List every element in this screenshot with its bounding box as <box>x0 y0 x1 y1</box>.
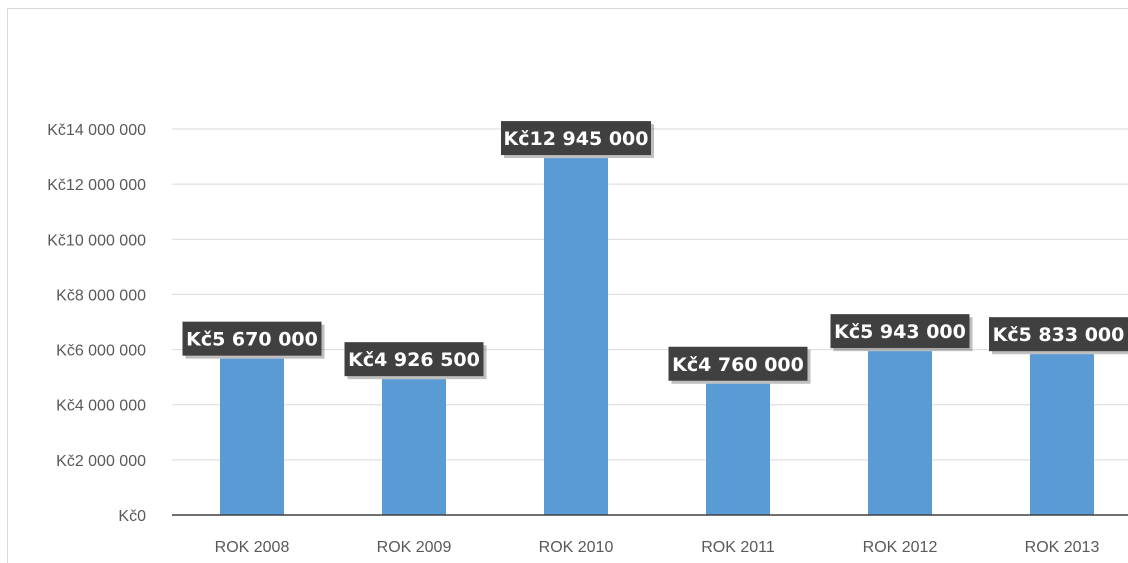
data-label-text: Kč5 833 000 <box>993 324 1125 346</box>
bar <box>868 351 932 515</box>
data-label-box <box>668 346 808 381</box>
bar <box>220 358 284 515</box>
x-tick-label: ROK 2011 <box>701 539 775 556</box>
data-labels: Kč5 670 000 Kč4 926 500 Kč12 945 000 Kč4 76… <box>182 121 1128 384</box>
data-label-box <box>830 314 970 349</box>
chart-frame <box>7 8 1128 563</box>
data-label: Kč4 926 500 <box>344 342 487 380</box>
data-label-text: Kč4 760 000 <box>672 354 804 376</box>
data-label: Kč12 945 000 <box>501 121 654 159</box>
y-tick-label: Kč12 000 000 <box>47 177 146 194</box>
data-label-text: Kč12 945 000 <box>504 128 649 150</box>
y-tick-label: Kč6 000 000 <box>56 343 146 360</box>
data-label-box <box>182 321 322 356</box>
data-label: Kč4 760 000 <box>668 346 811 384</box>
y-tick-label: Kč8 000 000 <box>56 287 146 304</box>
data-label: Kč5 833 000 <box>989 317 1128 355</box>
x-tick-label: ROK 2008 <box>215 539 290 556</box>
x-axis-ticks: ROK 2008 ROK 2009 ROK 2010 ROK 2011 ROK 2012… <box>215 539 1100 556</box>
x-tick-label: ROK 2012 <box>863 539 938 556</box>
bars <box>220 158 1094 515</box>
y-tick-label: Kč14 000 000 <box>47 122 146 139</box>
y-tick-label: Kč4 000 000 <box>56 398 146 415</box>
bar <box>706 383 770 515</box>
data-label-box <box>989 317 1128 352</box>
bar <box>1030 354 1094 515</box>
x-tick-label: ROK 2009 <box>377 539 452 556</box>
bar <box>544 158 608 515</box>
x-tick-label: ROK 2010 <box>539 539 614 556</box>
y-axis-ticks: Kč0 Kč2 000 000 Kč4 000 000 Kč6 000 000 Kč8 … <box>47 122 146 525</box>
data-label-text: Kč4 926 500 <box>348 349 480 371</box>
gridlines <box>172 128 1128 461</box>
y-tick-label: Kč2 000 000 <box>56 453 146 470</box>
data-label-text: Kč5 670 000 <box>186 329 318 351</box>
bar <box>382 379 446 515</box>
data-label-box <box>501 121 651 156</box>
y-tick-label: Kč10 000 000 <box>47 232 146 249</box>
data-label: Kč5 943 000 <box>830 314 973 352</box>
x-tick-label: ROK 2013 <box>1025 539 1100 556</box>
data-label-text: Kč5 943 000 <box>834 321 966 343</box>
data-label-box <box>344 342 484 377</box>
data-label: Kč5 670 000 <box>182 321 325 359</box>
y-tick-label: Kč0 <box>118 508 146 525</box>
